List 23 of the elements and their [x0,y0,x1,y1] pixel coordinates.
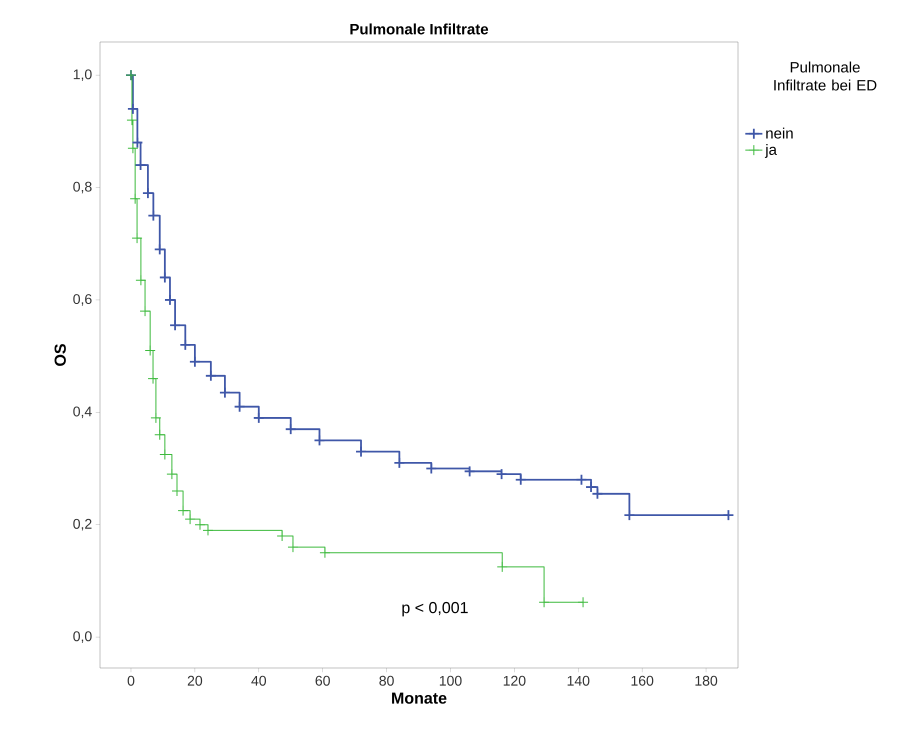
y-tick-label: 0,2 [73,518,92,530]
x-tick-label: 160 [632,676,654,686]
x-tick-label: 120 [504,676,526,686]
x-tick-label: 0 [128,676,134,686]
x-tick-label: 20 [188,676,202,686]
y-axis-title: OS [54,344,66,366]
x-tick-label: 80 [379,676,394,686]
x-tick-label: 180 [695,676,718,686]
x-tick-label: 100 [440,676,462,686]
chart-title: Pulmonale Infiltrate [350,23,488,34]
y-tick-label: 0,6 [73,294,92,306]
y-tick-label: 0,0 [73,631,92,643]
annotation: p < 0,001 [402,602,468,616]
x-axis-title: Monate [392,692,446,704]
x-tick-label: 140 [568,676,590,686]
x-tick-label: 40 [251,676,266,686]
legend-label: ja [764,144,777,158]
x-tick-label: 60 [316,676,330,686]
y-tick-label: 0,4 [73,406,92,418]
y-tick-label: 0,8 [73,182,92,194]
legend-title: Pulmonale Infiltrate bei ED [774,62,876,91]
y-tick-label: 1,0 [74,69,92,81]
legend-label: nein [766,128,793,139]
